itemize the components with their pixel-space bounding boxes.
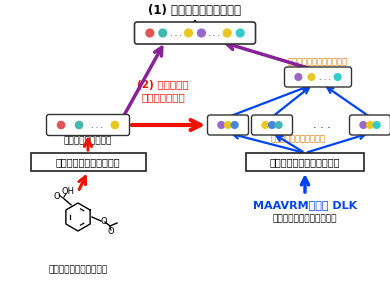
Text: O: O [54, 192, 60, 201]
Text: 部分配列の特徴ベクトル: 部分配列の特徴ベクトル [271, 134, 326, 143]
Circle shape [230, 121, 239, 129]
Circle shape [217, 121, 225, 129]
Circle shape [111, 121, 119, 129]
Text: . . .: . . . [313, 120, 331, 130]
Circle shape [372, 121, 381, 129]
Text: O: O [101, 217, 107, 225]
Circle shape [184, 28, 193, 37]
FancyBboxPatch shape [284, 67, 351, 87]
Circle shape [366, 121, 374, 129]
Circle shape [224, 121, 232, 129]
Circle shape [57, 121, 66, 129]
Circle shape [236, 28, 245, 37]
Circle shape [294, 73, 302, 81]
Text: . . .: . . . [208, 29, 220, 37]
Circle shape [359, 121, 367, 129]
Circle shape [307, 73, 316, 81]
FancyBboxPatch shape [207, 115, 248, 135]
Text: . . .: . . . [91, 120, 103, 130]
FancyBboxPatch shape [135, 22, 255, 44]
Circle shape [158, 28, 167, 37]
Circle shape [268, 121, 276, 129]
Text: グラフニューラルネット: グラフニューラルネット [56, 157, 120, 167]
Text: . . .: . . . [319, 73, 330, 81]
Circle shape [145, 28, 154, 37]
FancyBboxPatch shape [46, 114, 129, 135]
Circle shape [261, 121, 269, 129]
Text: 薬剤の特徴ベクトル: 薬剤の特徴ベクトル [64, 136, 112, 145]
Circle shape [275, 121, 283, 129]
Text: 薬剤（原子と化学結合）: 薬剤（原子と化学結合） [48, 266, 108, 275]
Text: . . .: . . . [170, 29, 182, 37]
Circle shape [197, 28, 206, 37]
FancyBboxPatch shape [252, 115, 292, 135]
Text: MAAVRM・・・ DLK: MAAVRM・・・ DLK [253, 200, 357, 210]
Bar [246, 153, 364, 171]
Text: 相互作用するか: 相互作用するか [141, 92, 185, 102]
Circle shape [223, 28, 232, 37]
Circle shape [75, 121, 83, 129]
Bar [30, 153, 145, 171]
Text: O: O [108, 227, 114, 237]
Text: タンパク質の特徴ベクトル: タンパク質の特徴ベクトル [288, 58, 348, 66]
Text: OH: OH [62, 187, 74, 196]
Circle shape [333, 73, 342, 81]
Text: (2) どの部分と: (2) どの部分と [137, 80, 189, 90]
FancyBboxPatch shape [349, 115, 390, 135]
Text: 畿み込みニューラルネット: 畿み込みニューラルネット [270, 157, 340, 167]
Text: タンパク質のアミノ酸配列: タンパク質のアミノ酸配列 [273, 214, 337, 224]
Text: (1) 相互作用の有無を予測: (1) 相互作用の有無を予測 [149, 4, 241, 17]
